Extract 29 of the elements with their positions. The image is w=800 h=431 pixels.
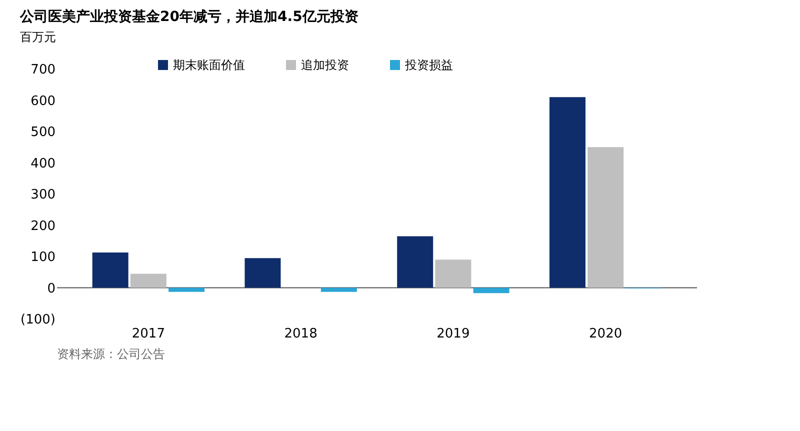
y-tick-label: 500 xyxy=(30,125,56,140)
bar xyxy=(320,288,357,292)
x-tick-label: 2018 xyxy=(284,326,318,342)
bar xyxy=(473,288,510,294)
bar xyxy=(435,260,472,288)
y-tick-label: 0 xyxy=(47,281,56,296)
x-tick-label: 2019 xyxy=(436,326,470,342)
y-tick-label: 600 xyxy=(30,94,56,109)
legend-label: 投资损益 xyxy=(404,58,453,72)
y-tick-label: 100 xyxy=(30,250,56,265)
text: 资料来源：公司公告 xyxy=(57,347,165,361)
bar xyxy=(588,147,624,288)
y-tick-label: 200 xyxy=(30,218,56,234)
x-tick-label: 2017 xyxy=(132,326,165,342)
y-tick-label: 400 xyxy=(30,156,56,172)
y-tick-label: 300 xyxy=(30,188,56,202)
chart-title: 公司医美产业投资基金20年减亏，并追加4.5亿元投资 xyxy=(19,8,358,25)
y-tick-label: 700 xyxy=(30,62,56,78)
legend-label: 追加投资 xyxy=(301,58,349,72)
bar xyxy=(244,258,281,288)
x-tick-label: 2020 xyxy=(589,326,622,342)
bar xyxy=(397,236,434,288)
bar xyxy=(130,274,166,288)
bar xyxy=(168,288,205,292)
legend-label: 期末账面价值 xyxy=(173,58,245,72)
bar xyxy=(549,97,586,288)
bar xyxy=(92,252,128,288)
y-tick-label: (100) xyxy=(20,312,56,328)
y-axis-title: 百万元 xyxy=(20,30,56,44)
